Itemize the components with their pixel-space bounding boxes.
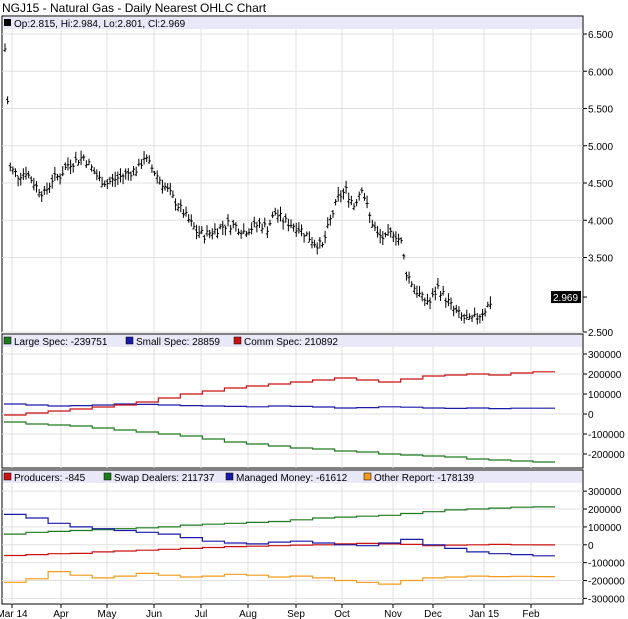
cot2-legend-label-3: Other Report: -178139 [374,473,474,484]
panel-2-frame [1,333,584,469]
x-tick-label: Apr [53,609,69,619]
cot2-y-tick-label: 200000 [588,505,622,516]
cot1-y-tick-label: 100000 [588,390,622,401]
cot2-y-tick-label: 100000 [588,523,622,534]
x-tick-label: Jan 15 [469,609,499,619]
cot1-y-tick-label: 0 [588,410,594,421]
x-tick-label: Jun [146,609,162,619]
last-price-label: 2.969 [553,293,578,304]
cot2-series-other-report [4,571,555,585]
price-header-band [3,17,582,29]
cot1-series-comm-spec [4,371,555,416]
ohlc-header-text: Op:2.815, Hi:2.984, Lo:2.801, Cl:2.969 [14,19,186,30]
cot2-legend-label-1: Swap Dealers: 211737 [114,473,215,484]
cot1-series-small-spec [4,403,555,410]
cot1-legend-swatch-1 [125,336,134,345]
price-y-tick-label: 3.500 [588,254,613,265]
price-y-tick-label: 4.500 [588,179,613,190]
price-y-tick-label: 4.000 [588,216,613,227]
x-tick-label: Jul [195,609,208,619]
cot2-header-band [3,471,582,483]
price-y-tick-label: 5.500 [588,105,613,116]
x-tick-label: Nov [384,609,402,619]
last-price-box [551,291,581,304]
cot1-legend-label-2: Comm Spec: 210892 [244,337,338,348]
cot2-series-producers [4,542,555,557]
cot1-y-tick-label: 200000 [588,370,622,381]
cot1-y-tick-label: -200000 [588,450,625,461]
x-tick-label: Mar 14 [0,609,28,619]
cot2-series-swap-dealers [4,506,555,535]
cot1-legend-swatch-2 [233,336,242,345]
x-tick-label: Dec [424,609,442,619]
x-tick-label: Aug [239,609,257,619]
cot1-legend-label-1: Small Spec: 28859 [136,337,220,348]
cot2-y-tick-label: -300000 [588,594,625,605]
cot1-legend-swatch-0 [3,336,12,345]
cot2-y-tick-label: 300000 [588,487,622,498]
cot1-y-tick-label: -100000 [588,430,625,441]
cot2-legend-swatch-2 [225,472,234,481]
cot2-y-tick-label: -200000 [588,577,625,588]
cot1-y-tick-label: 300000 [588,350,622,361]
cot1-legend-label-0: Large Spec: -239751 [14,337,108,348]
ohlc-color-swatch [4,19,11,26]
price-y-tick-label: 6.000 [588,67,613,78]
price-y-tick-label: 2.500 [588,328,613,339]
cot2-legend-swatch-3 [363,472,372,481]
price-y-tick-label: 6.500 [588,30,613,41]
panel-3-frame [1,469,584,605]
cot2-legend-swatch-1 [103,472,112,481]
x-tick-label: Sep [287,609,305,619]
x-tick-label: Feb [522,609,540,619]
panel-1-frame [1,15,584,333]
cot2-y-tick-label: -100000 [588,559,625,570]
price-y-tick-label: 5.000 [588,142,613,153]
x-tick-label: Oct [334,609,350,619]
x-tick-label: May [98,609,117,619]
chart-title: NGJ15 - Natural Gas - Daily Nearest OHLC… [2,1,267,15]
cot1-series-large-spec [4,421,555,463]
cot2-series-managed-money [4,513,555,557]
cot2-legend-label-2: Managed Money: -61612 [236,473,348,484]
cot2-y-tick-label: 0 [588,541,594,552]
cot1-header-band [3,335,582,347]
cot2-legend-label-0: Producers: -845 [14,473,86,484]
cot2-legend-swatch-0 [3,472,12,481]
